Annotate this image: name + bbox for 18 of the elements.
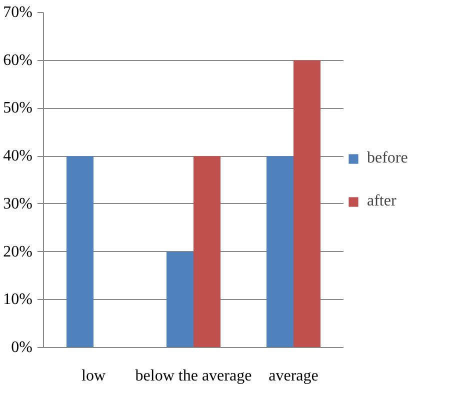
x-tick-label: below the average: [135, 368, 252, 384]
x-tick-label: low: [82, 368, 106, 384]
bar: [266, 156, 294, 348]
y-tick-label: 50%: [3, 100, 32, 117]
bar: [66, 156, 94, 348]
x-tick-label: average: [268, 368, 318, 384]
bar: [166, 252, 194, 348]
y-tick-label: 20%: [3, 243, 32, 260]
y-tick-label: 10%: [3, 291, 32, 308]
y-tick-label: 60%: [3, 52, 32, 69]
bar: [294, 60, 320, 348]
bar: [194, 156, 220, 348]
y-tick-label: 0%: [11, 339, 32, 356]
legend-label: after: [367, 192, 396, 210]
y-tick-label: 40%: [3, 148, 32, 165]
y-tick-label: 70%: [3, 4, 32, 21]
y-tick-label: 30%: [3, 195, 32, 212]
legend-label: before: [367, 149, 408, 167]
